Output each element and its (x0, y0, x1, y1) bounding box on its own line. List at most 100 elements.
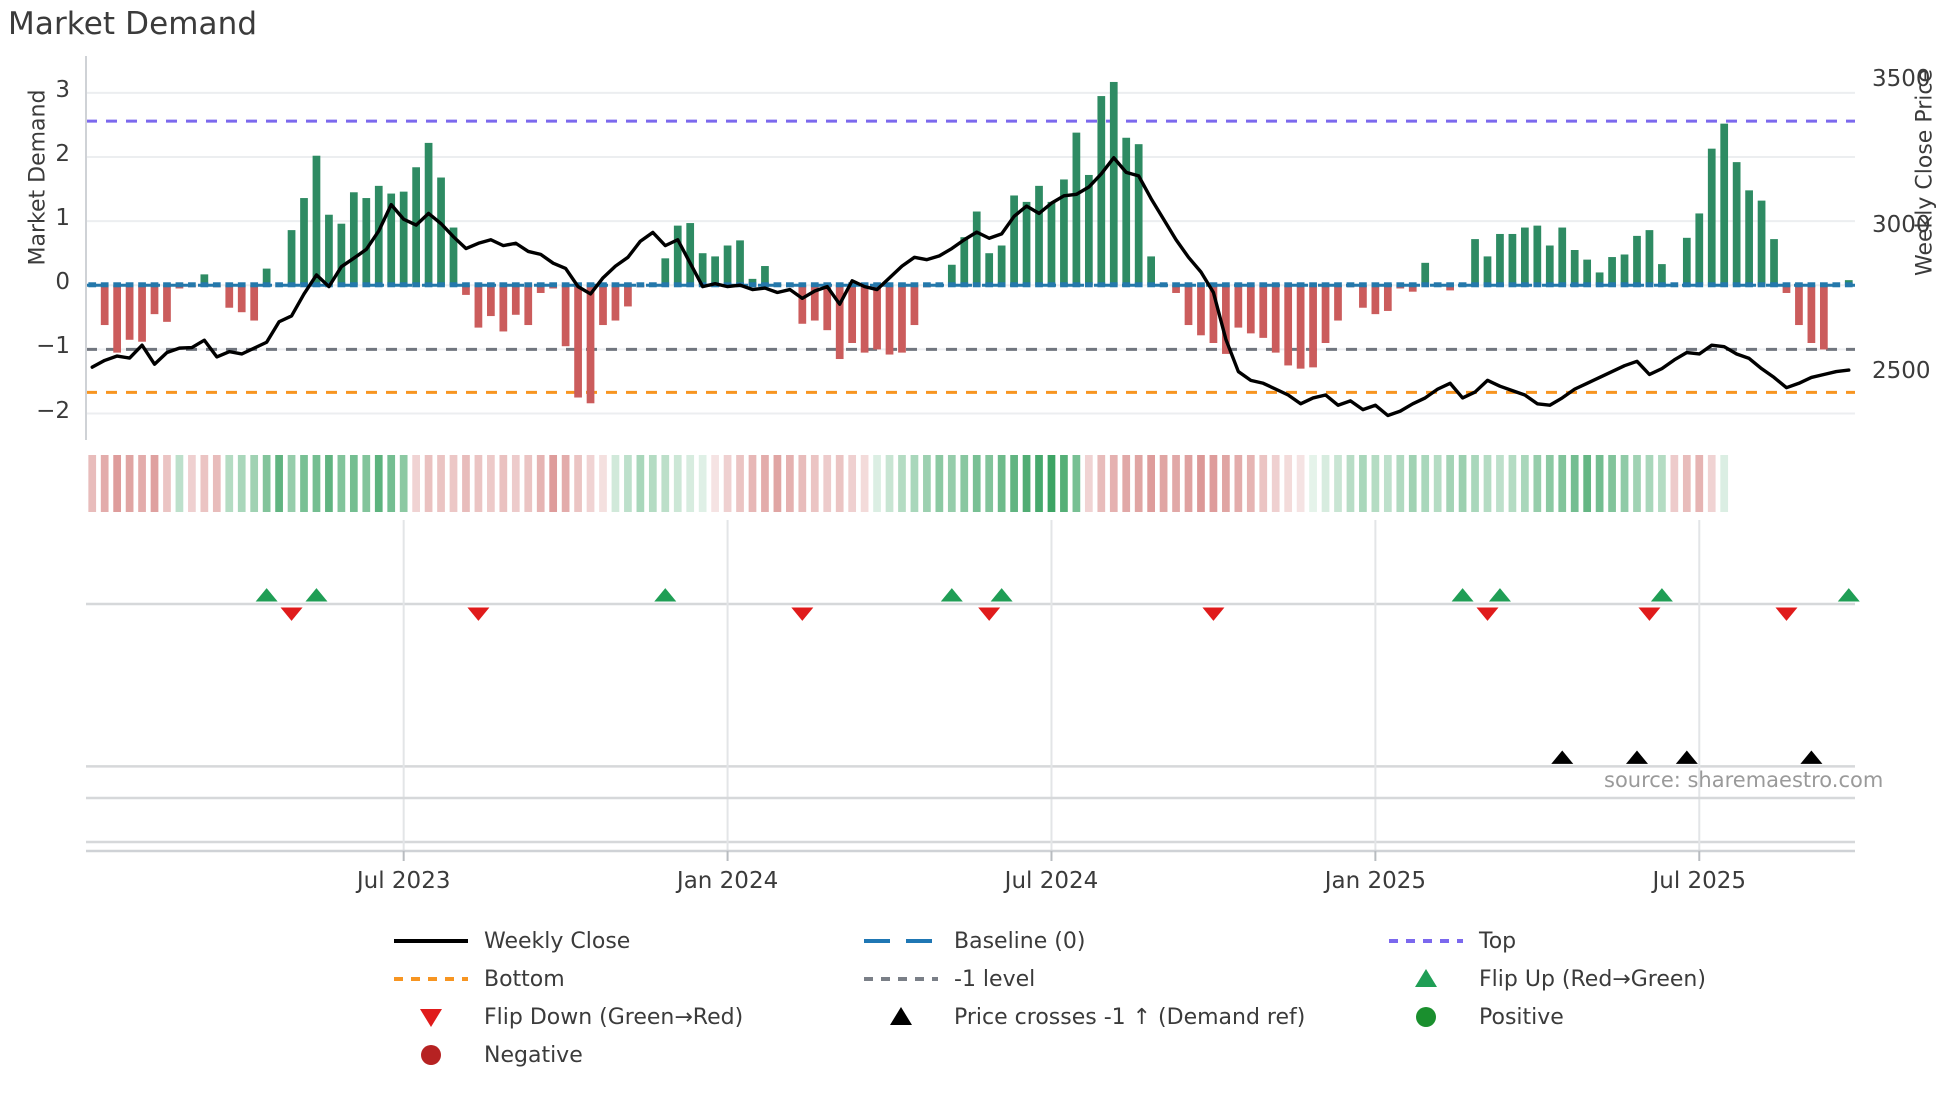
legend-item[interactable]: Positive (1385, 1002, 1564, 1032)
baseline-cap (997, 282, 1006, 288)
heat-cell (374, 455, 383, 512)
y-tick-left: 3 (55, 76, 70, 103)
demand-bar (1246, 285, 1255, 334)
heat-cell (1122, 455, 1131, 512)
triangle-up-icon (1415, 969, 1437, 987)
demand-bar (860, 285, 869, 353)
heat-cell (325, 455, 333, 512)
heat-cell (661, 455, 670, 512)
baseline-cap (1296, 282, 1305, 288)
legend-item[interactable]: Top (1385, 926, 1516, 956)
baseline-cap (1035, 282, 1043, 288)
heat-cell (312, 455, 321, 512)
heat-cell (810, 455, 819, 512)
baseline-cap (163, 282, 171, 288)
x-tick-label: Jul 2025 (1652, 868, 1747, 894)
baseline-cap (561, 282, 570, 288)
heat-cell (1570, 455, 1579, 512)
price-cross-marker (1675, 750, 1698, 764)
y-tick-right: 3500 (1872, 65, 1931, 92)
demand-bar (698, 253, 707, 286)
circle-icon (421, 1045, 441, 1065)
heat-cell (1109, 455, 1118, 512)
heat-cell (1446, 455, 1454, 512)
flip-up-marker (255, 588, 278, 602)
legend-item[interactable]: Baseline (0) (860, 926, 1085, 956)
x-tick-label: Jan 2024 (676, 868, 779, 894)
baseline-cap (524, 282, 533, 288)
baseline-cap (1645, 282, 1654, 288)
baseline-cap (188, 282, 196, 288)
demand-bar (362, 198, 371, 286)
baseline-cap (88, 282, 97, 288)
demand-bar (138, 285, 146, 342)
demand-bar (374, 185, 383, 286)
demand-bar (1321, 285, 1330, 343)
heat-cell (88, 455, 97, 512)
demand-bar (1383, 285, 1392, 311)
flip-down-marker (280, 607, 303, 621)
baseline-cap (599, 282, 607, 288)
baseline-cap (1633, 282, 1641, 288)
demand-bar (312, 155, 321, 286)
baseline-cap (1346, 282, 1355, 288)
demand-bar (1359, 285, 1367, 308)
price-cross-marker (1551, 750, 1574, 764)
heat-cell (1396, 455, 1405, 512)
heat-cell (1383, 455, 1392, 512)
heat-cell (474, 455, 483, 512)
baseline-cap (1022, 282, 1031, 288)
demand-bar (673, 225, 682, 286)
heat-cell (624, 455, 632, 512)
baseline-cap (1620, 282, 1629, 288)
heat-cell (1645, 455, 1654, 512)
flip-down-marker (791, 607, 814, 621)
legend-item[interactable]: Negative (390, 1040, 583, 1070)
heat-cell (748, 455, 757, 512)
heat-cell (237, 455, 246, 512)
baseline-cap (387, 282, 396, 288)
baseline-cap (1670, 282, 1679, 288)
heat-cell (437, 455, 445, 512)
legend-item[interactable]: Weekly Close (390, 926, 630, 956)
baseline-cap (1583, 282, 1592, 288)
demand-bar (1296, 285, 1305, 369)
baseline-cap (1795, 282, 1803, 288)
demand-bar (1421, 262, 1430, 286)
price-cross-marker (1800, 750, 1823, 764)
demand-bar (125, 285, 134, 340)
legend-item[interactable]: Flip Up (Red→Green) (1385, 964, 1706, 994)
baseline-cap (225, 282, 234, 288)
demand-bar (723, 245, 732, 286)
legend-item[interactable]: Flip Down (Green→Red) (390, 1002, 743, 1032)
heat-cell (1471, 455, 1479, 512)
legend-label: Weekly Close (484, 928, 631, 954)
demand-bar (1446, 285, 1454, 291)
legend-item[interactable]: -1 level (860, 964, 1035, 994)
flip-up-marker (1488, 588, 1511, 602)
demand-bar (536, 285, 545, 293)
baseline-cap (823, 282, 832, 288)
heat-cell (1060, 455, 1068, 512)
baseline-cap (586, 282, 595, 288)
baseline-cap (1732, 282, 1741, 288)
heat-cell (1296, 455, 1305, 512)
legend-item[interactable]: Price crosses -1 ↑ (Demand ref) (860, 1002, 1305, 1032)
heat-cell (188, 455, 196, 512)
baseline-cap (798, 282, 807, 288)
heat-cell (511, 455, 520, 512)
demand-bar (287, 230, 296, 286)
demand-bar (1309, 285, 1317, 368)
flip-down-marker (1202, 607, 1225, 621)
legend-item[interactable]: Bottom (390, 964, 565, 994)
heat-cell (262, 455, 271, 512)
legend-glyph (860, 1002, 944, 1032)
heat-cell (499, 455, 508, 512)
heat-cell (100, 455, 109, 512)
baseline-cap (1745, 282, 1753, 288)
heat-cell (561, 455, 570, 512)
heat-cell (611, 455, 620, 512)
demand-bar (1732, 162, 1741, 286)
heat-cell (549, 455, 558, 512)
demand-bar (1483, 256, 1492, 286)
